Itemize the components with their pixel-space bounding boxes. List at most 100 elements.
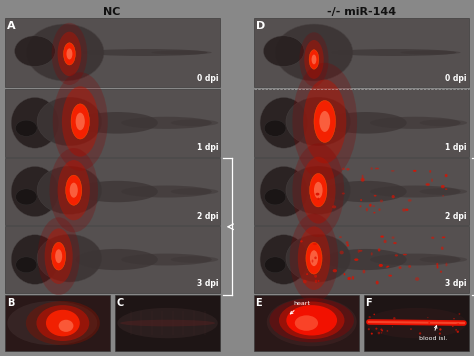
Ellipse shape bbox=[342, 193, 345, 194]
Text: 1 dpi: 1 dpi bbox=[446, 143, 467, 152]
Text: 3 dpi: 3 dpi bbox=[197, 279, 218, 288]
Ellipse shape bbox=[76, 249, 158, 270]
Ellipse shape bbox=[374, 195, 376, 197]
Ellipse shape bbox=[439, 328, 442, 331]
Bar bbox=[5, 226, 220, 293]
Ellipse shape bbox=[269, 298, 354, 342]
Ellipse shape bbox=[171, 188, 218, 195]
Text: 1 dpi: 1 dpi bbox=[197, 143, 218, 152]
Ellipse shape bbox=[354, 258, 358, 261]
Ellipse shape bbox=[368, 328, 370, 330]
Ellipse shape bbox=[371, 333, 373, 335]
Ellipse shape bbox=[303, 280, 307, 283]
Bar bbox=[115, 295, 220, 351]
Ellipse shape bbox=[64, 43, 75, 65]
Ellipse shape bbox=[346, 241, 348, 244]
Ellipse shape bbox=[402, 208, 405, 212]
Ellipse shape bbox=[151, 51, 212, 54]
Ellipse shape bbox=[380, 235, 384, 238]
Ellipse shape bbox=[403, 254, 407, 255]
Ellipse shape bbox=[374, 314, 375, 315]
Ellipse shape bbox=[347, 277, 351, 280]
Ellipse shape bbox=[359, 205, 362, 207]
Ellipse shape bbox=[375, 328, 377, 330]
Ellipse shape bbox=[292, 63, 357, 180]
Ellipse shape bbox=[388, 274, 392, 277]
Ellipse shape bbox=[37, 217, 80, 295]
Ellipse shape bbox=[359, 250, 363, 252]
Ellipse shape bbox=[76, 112, 158, 134]
Ellipse shape bbox=[36, 305, 89, 341]
Ellipse shape bbox=[316, 193, 319, 195]
Ellipse shape bbox=[344, 273, 346, 276]
Ellipse shape bbox=[368, 316, 371, 318]
Ellipse shape bbox=[380, 200, 383, 203]
Ellipse shape bbox=[313, 243, 317, 245]
Ellipse shape bbox=[325, 249, 407, 270]
Ellipse shape bbox=[362, 175, 364, 178]
Ellipse shape bbox=[260, 235, 308, 284]
Ellipse shape bbox=[45, 229, 73, 284]
Ellipse shape bbox=[456, 324, 458, 325]
Text: heart: heart bbox=[290, 301, 310, 314]
Ellipse shape bbox=[314, 100, 336, 142]
Ellipse shape bbox=[70, 183, 78, 198]
Bar bbox=[5, 295, 110, 351]
Ellipse shape bbox=[439, 333, 441, 335]
Ellipse shape bbox=[363, 270, 365, 273]
Ellipse shape bbox=[76, 181, 158, 202]
Ellipse shape bbox=[37, 97, 102, 146]
Ellipse shape bbox=[392, 326, 393, 327]
Ellipse shape bbox=[286, 234, 351, 282]
Ellipse shape bbox=[378, 332, 380, 334]
Ellipse shape bbox=[378, 208, 381, 211]
Ellipse shape bbox=[366, 208, 368, 211]
Ellipse shape bbox=[286, 97, 351, 146]
Ellipse shape bbox=[286, 305, 337, 335]
Ellipse shape bbox=[52, 23, 87, 85]
Ellipse shape bbox=[453, 318, 455, 319]
Ellipse shape bbox=[431, 178, 433, 182]
Bar bbox=[254, 226, 469, 293]
Ellipse shape bbox=[290, 214, 338, 303]
Ellipse shape bbox=[8, 301, 97, 345]
Ellipse shape bbox=[383, 240, 387, 243]
Ellipse shape bbox=[361, 178, 365, 182]
Ellipse shape bbox=[441, 185, 445, 188]
Ellipse shape bbox=[26, 301, 100, 345]
Ellipse shape bbox=[370, 185, 461, 198]
Ellipse shape bbox=[366, 308, 466, 338]
Ellipse shape bbox=[386, 266, 389, 268]
Bar bbox=[5, 89, 220, 157]
Ellipse shape bbox=[413, 170, 417, 172]
Ellipse shape bbox=[11, 235, 59, 284]
Bar bbox=[5, 158, 220, 225]
Ellipse shape bbox=[55, 249, 62, 263]
Ellipse shape bbox=[405, 209, 409, 211]
Ellipse shape bbox=[379, 264, 383, 267]
Ellipse shape bbox=[357, 250, 360, 253]
Ellipse shape bbox=[171, 120, 218, 126]
Ellipse shape bbox=[339, 236, 342, 238]
Ellipse shape bbox=[309, 50, 319, 69]
Ellipse shape bbox=[339, 251, 344, 255]
Circle shape bbox=[264, 36, 304, 66]
Ellipse shape bbox=[53, 72, 108, 171]
Ellipse shape bbox=[11, 98, 59, 148]
Ellipse shape bbox=[317, 198, 319, 200]
Circle shape bbox=[16, 120, 37, 136]
Ellipse shape bbox=[393, 317, 396, 320]
Circle shape bbox=[264, 189, 286, 205]
Text: 0 dpi: 0 dpi bbox=[197, 74, 218, 83]
Text: 0 dpi: 0 dpi bbox=[446, 74, 467, 83]
Ellipse shape bbox=[319, 111, 330, 132]
Ellipse shape bbox=[27, 24, 104, 81]
Ellipse shape bbox=[428, 322, 430, 324]
Ellipse shape bbox=[314, 274, 317, 278]
Ellipse shape bbox=[46, 310, 80, 336]
Ellipse shape bbox=[333, 269, 337, 272]
Ellipse shape bbox=[445, 188, 447, 190]
Ellipse shape bbox=[310, 250, 318, 266]
Ellipse shape bbox=[456, 331, 459, 333]
Ellipse shape bbox=[325, 112, 407, 134]
